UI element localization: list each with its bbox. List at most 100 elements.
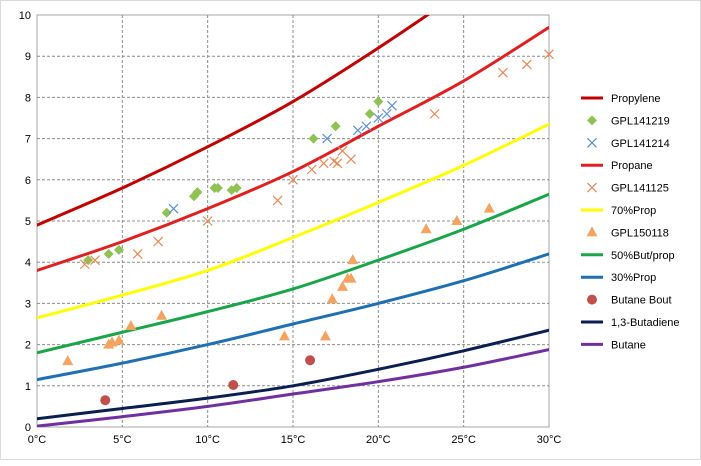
data-point-gpl141125 (153, 236, 164, 247)
data-point-gpl141125-stroke (153, 236, 164, 247)
data-point-gpl150118 (420, 223, 432, 234)
y-tick-label: 4 (25, 257, 31, 269)
series-line-butane (37, 348, 549, 427)
data-point-gpl141125 (337, 146, 348, 156)
data-point-gpl141125-stroke (337, 146, 348, 156)
data-point-gpl141125 (132, 249, 143, 259)
data-point-gpl150118 (62, 355, 74, 366)
data-point-gpl141125 (497, 67, 508, 78)
data-point-gpl141219 (364, 108, 375, 119)
data-point-gpl141214 (168, 203, 179, 214)
series-line-propane (37, 25, 549, 272)
series-line-70-prop (37, 122, 549, 320)
data-point-gpl141125 (318, 158, 329, 169)
data-point-gpl141125 (429, 108, 440, 119)
legend-item-gpl141219: GPL141219 (587, 115, 670, 127)
data-point-gpl141214 (361, 121, 372, 132)
data-point-gpl141125-stroke (90, 255, 100, 266)
legend-label: 70%Prop (611, 205, 656, 217)
data-point-gpl141214 (373, 113, 384, 123)
legend-label: Butane (611, 339, 646, 351)
data-point-gpl150118 (278, 330, 290, 341)
data-point-gpl141125 (272, 195, 283, 206)
legend-swatch-stroke (587, 137, 597, 148)
legend: Propylene GPL141219 GPL141214 Propane GPL141… (581, 93, 680, 351)
data-point-gpl150118 (347, 254, 359, 265)
data-point-gpl141125-stroke (346, 154, 356, 165)
x-tick-label: 30°C (537, 434, 562, 446)
data-point-gpl141125 (346, 154, 356, 165)
data-point-gpl141125-stroke (306, 164, 317, 175)
data-point-gpl141125-stroke (332, 158, 343, 169)
x-tick-label: 5°C (113, 434, 132, 446)
y-tick-label: 3 (25, 298, 31, 310)
data-point-gpl150118 (451, 215, 463, 225)
legend-item-30-prop: 30%Prop (581, 272, 656, 284)
data-point-gpl141125-stroke (288, 174, 298, 185)
data-point-gpl141219 (161, 207, 172, 218)
data-point-gpl141125-stroke (132, 249, 143, 259)
data-point-gpl141125-stroke (497, 67, 508, 78)
data-point-gpl141125 (521, 59, 532, 70)
legend-label: 30%Prop (611, 272, 656, 284)
data-point-gpl141219 (113, 244, 124, 255)
data-point-gpl141125 (90, 255, 100, 266)
data-point-gpl141125-stroke (202, 216, 213, 226)
data-point-gpl150118 (483, 202, 495, 213)
data-point-gpl141219 (308, 133, 319, 144)
legend-item-gpl150118: GPL150118 (586, 226, 669, 239)
data-point-gpl141125 (79, 259, 90, 270)
legend-item-propylene: Propylene (581, 93, 661, 105)
legend-label: Butane Bout (611, 295, 672, 307)
y-tick-label: 10 (19, 10, 31, 22)
data-point-gpl150118 (156, 309, 168, 320)
marker-layer (62, 49, 554, 406)
data-point-gpl141125-stroke (272, 195, 283, 206)
series-line-50-but-prop (37, 192, 549, 355)
y-tick-label: 9 (25, 51, 31, 63)
data-point-gpl141125 (202, 216, 213, 226)
x-tick-label: 15°C (281, 434, 306, 446)
data-point-gpl141125-stroke (521, 59, 532, 70)
y-tick-label: 5 (25, 216, 31, 228)
legend-item-butane-bout: Butane Bout (587, 294, 672, 307)
data-point-gpl141125 (288, 174, 298, 185)
data-point-gpl141125-stroke (429, 108, 440, 119)
data-point-gpl150118 (125, 320, 137, 331)
legend-item-butane: Butane (581, 339, 646, 351)
data-point-gpl141214 (381, 108, 392, 119)
data-point-gpl141125-stroke (79, 259, 90, 270)
data-point-butane-bout (228, 379, 239, 390)
data-point-gpl141125 (332, 158, 343, 169)
data-point-gpl141219 (231, 183, 242, 194)
legend-label: GPL141214 (611, 138, 670, 150)
data-point-gpl141219 (373, 96, 384, 107)
data-point-gpl150118 (319, 330, 331, 341)
legend-item-propane: Propane (581, 160, 653, 172)
legend-label: Propylene (611, 93, 661, 105)
data-point-gpl141214 (322, 133, 333, 144)
y-tick-label: 8 (25, 92, 31, 104)
data-point-gpl150118 (113, 334, 125, 345)
y-tick-label: 1 (25, 381, 31, 393)
legend-swatch (587, 294, 597, 305)
x-tick-label: 0°C (28, 434, 47, 446)
data-point-gpl141125 (544, 49, 554, 60)
legend-item-70-prop: 70%Prop (581, 205, 656, 217)
data-point-butane-bout (100, 395, 111, 406)
data-point-gpl141125 (306, 164, 317, 175)
data-point-gpl141214-stroke (361, 121, 372, 132)
data-point-gpl150118 (336, 280, 348, 291)
y-tick-label: 0 (25, 422, 31, 434)
data-point-gpl141214-stroke (352, 125, 363, 136)
legend-swatch (586, 226, 598, 237)
data-point-butane-bout (305, 355, 316, 366)
legend-label: GPL141219 (611, 115, 670, 127)
series-line-30-prop (37, 252, 549, 382)
data-point-gpl141219 (192, 187, 203, 198)
data-point-gpl141219 (103, 248, 114, 259)
data-point-gpl141125-stroke (318, 158, 329, 169)
data-point-gpl141214-stroke (381, 108, 392, 119)
legend-item-gpl141214: GPL141214 (587, 137, 670, 150)
